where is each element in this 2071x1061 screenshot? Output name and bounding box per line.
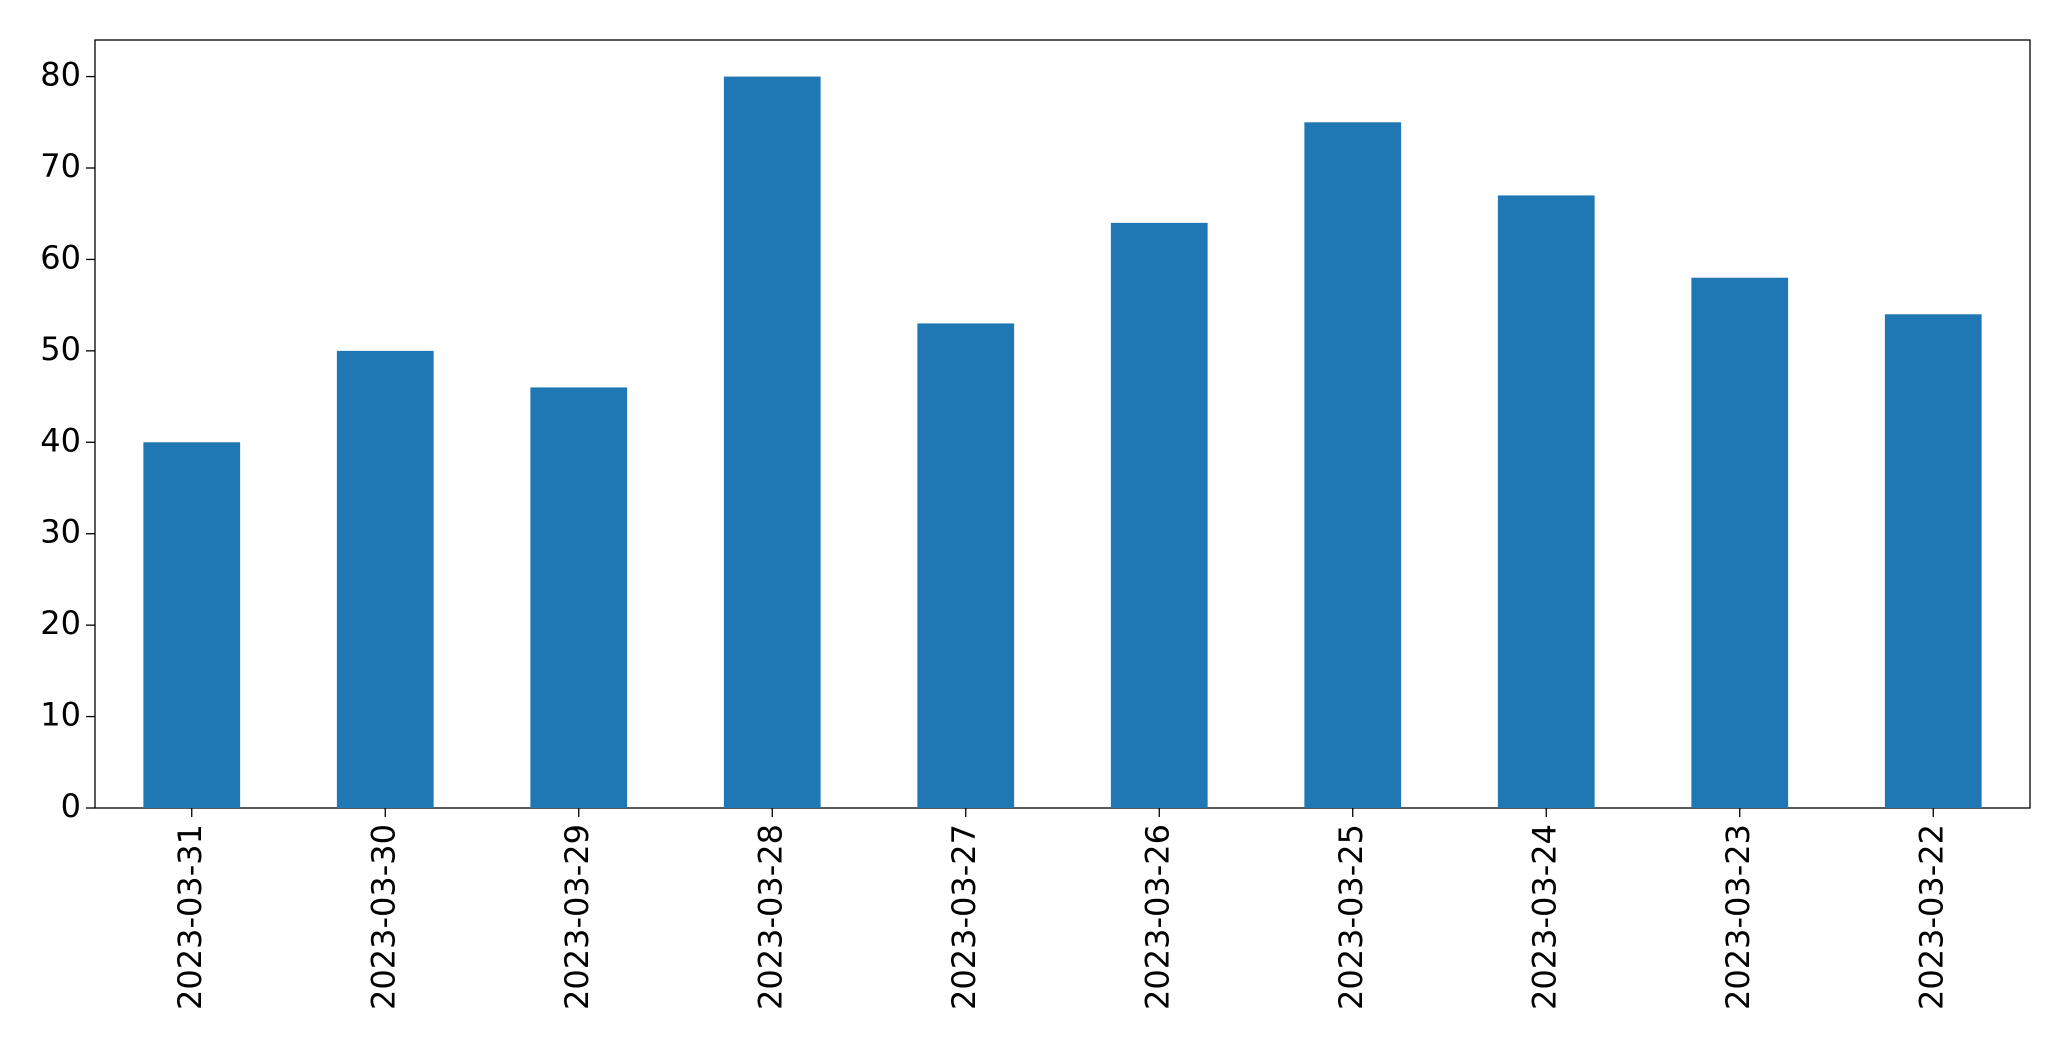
y-tick-label: 50 — [40, 330, 81, 368]
bar — [530, 387, 628, 808]
x-tick-label: 2023-03-24 — [1525, 824, 1563, 1010]
y-tick-label: 60 — [40, 238, 81, 276]
x-tick-label: 2023-03-27 — [945, 824, 983, 1010]
bar — [336, 350, 434, 808]
bar — [1884, 314, 1982, 808]
y-tick-label: 80 — [40, 56, 81, 94]
bar — [143, 442, 241, 808]
bar — [1497, 195, 1595, 808]
y-tick-label: 0 — [61, 787, 81, 825]
y-tick-label: 10 — [40, 696, 81, 734]
bar — [723, 76, 821, 809]
y-tick-label: 70 — [40, 147, 81, 185]
x-tick-label: 2023-03-28 — [751, 824, 789, 1010]
bar — [917, 323, 1015, 808]
x-tick-label: 2023-03-23 — [1719, 824, 1757, 1010]
bar — [1110, 222, 1208, 808]
bar — [1304, 122, 1402, 809]
bar — [1691, 277, 1789, 808]
y-tick-label: 20 — [40, 604, 81, 642]
x-tick-label: 2023-03-22 — [1912, 824, 1950, 1010]
x-tick-label: 2023-03-26 — [1138, 824, 1176, 1010]
x-tick-label: 2023-03-30 — [364, 824, 402, 1010]
y-tick-label: 40 — [40, 421, 81, 459]
plot-frame — [94, 39, 2031, 809]
x-tick-label: 2023-03-25 — [1332, 824, 1370, 1010]
x-tick-label: 2023-03-29 — [558, 824, 596, 1010]
y-tick-label: 30 — [40, 513, 81, 551]
x-tick-label: 2023-03-31 — [171, 824, 209, 1010]
